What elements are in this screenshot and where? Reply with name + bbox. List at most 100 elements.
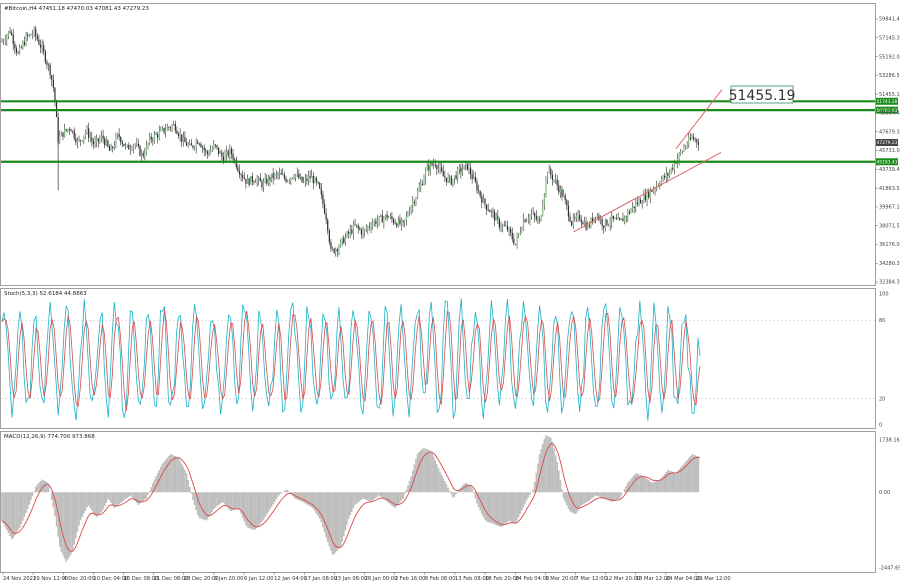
macd-histogram-bar	[541, 443, 544, 493]
macd-histogram-bar	[533, 482, 536, 493]
price-candle	[108, 146, 111, 151]
price-candle	[535, 216, 537, 220]
macd-histogram-bar	[577, 492, 579, 511]
price-candle	[250, 176, 252, 185]
price-candle	[648, 191, 650, 198]
macd-histogram-bar	[423, 448, 425, 493]
price-candle	[477, 190, 480, 192]
price-y-tick-label: 36176.00	[879, 242, 900, 248]
macd-histogram-bar	[323, 492, 326, 533]
price-candle	[494, 212, 496, 221]
price-y-tick-label: 38071.59	[879, 223, 900, 229]
price-candle	[601, 218, 603, 226]
macd-histogram-bar	[549, 437, 552, 493]
macd-histogram-bar	[578, 492, 581, 509]
macd-histogram-bar	[375, 492, 377, 498]
macd-histogram-bar	[543, 438, 546, 493]
macd-histogram-bar	[450, 492, 453, 495]
price-candle	[100, 135, 103, 139]
macd-histogram-bar	[495, 492, 498, 526]
price-candle	[367, 226, 369, 230]
macd-histogram-bar	[119, 492, 122, 504]
macd-histogram-bar	[172, 455, 175, 493]
macd-histogram-bar	[17, 492, 19, 531]
macd-histogram-bar	[39, 481, 42, 493]
price-candle	[571, 221, 573, 225]
price-candle	[213, 144, 215, 149]
macd-histogram-bar	[455, 492, 457, 495]
price-candle	[612, 215, 614, 219]
macd-histogram-bar	[307, 492, 310, 506]
current-price-bg	[876, 139, 898, 147]
macd-histogram-bar	[506, 492, 509, 523]
macd-histogram-bar	[275, 492, 278, 500]
macd-histogram-bar	[208, 492, 210, 518]
price-candle	[558, 185, 560, 193]
price-candle	[447, 176, 449, 182]
price-candle	[118, 133, 120, 138]
macd-histogram-bar	[164, 459, 167, 493]
price-candle	[176, 130, 178, 134]
price-candle	[235, 159, 237, 168]
macd-histogram-bar	[647, 480, 650, 493]
macd-histogram-bar	[179, 460, 181, 493]
price-candle	[165, 130, 167, 133]
macd-histogram-bar	[225, 492, 228, 507]
macd-histogram-bar	[397, 492, 400, 505]
price-candle	[25, 34, 27, 45]
macd-histogram-bar	[41, 479, 43, 493]
price-candle	[471, 174, 473, 179]
price-candle	[295, 174, 297, 178]
macd-histogram-bar	[440, 474, 443, 493]
macd-histogram-bar	[468, 484, 470, 493]
macd-histogram-bar	[229, 492, 231, 511]
price-candle	[376, 220, 379, 225]
macd-histogram-bar	[264, 492, 266, 518]
price-candle	[256, 179, 258, 183]
macd-histogram-bar	[407, 485, 409, 493]
macd-histogram-bar	[428, 449, 430, 493]
macd-histogram-bar	[359, 492, 361, 502]
macd-histogram-bar	[357, 492, 360, 503]
x-tick-label: 24 Feb 04:00	[515, 576, 549, 582]
macd-histogram-bar	[466, 483, 469, 493]
price-candle	[678, 153, 680, 159]
macd-histogram-bar	[265, 492, 268, 515]
price-candle	[253, 181, 255, 183]
price-candle	[97, 138, 99, 142]
price-candle	[479, 190, 481, 197]
price-candle	[463, 165, 465, 170]
price-candle	[413, 201, 415, 203]
macd-histogram-bar	[561, 489, 563, 493]
price-candle	[474, 176, 476, 182]
stoch-y-tick-label: 0	[879, 423, 882, 429]
price-candle	[131, 148, 133, 150]
price-candle	[216, 145, 218, 148]
macd-histogram-bar	[46, 482, 48, 493]
macd-histogram-bar	[379, 492, 382, 497]
price-candle	[147, 143, 149, 145]
macd-histogram-bar	[408, 480, 411, 493]
price-candle	[51, 75, 53, 80]
price-candle	[615, 218, 618, 220]
price-candle	[497, 215, 499, 220]
macd-histogram-bar	[384, 492, 387, 501]
price-candle	[258, 177, 260, 180]
price-candle	[171, 125, 173, 129]
price-candle	[627, 211, 629, 218]
macd-histogram-bar	[33, 491, 35, 493]
price-candle	[311, 175, 313, 178]
price-candle	[664, 175, 666, 178]
price-candle	[153, 134, 156, 141]
macd-histogram-bar	[604, 492, 607, 500]
price-candle	[33, 28, 35, 35]
macd-histogram-bar	[602, 492, 605, 499]
axes: 59841.45 57145.30 55192.00 53286.51 51455.19…	[2, 17, 900, 582]
stoch-signal-line	[1, 309, 701, 411]
x-tick-label: 8 Feb 08:00	[425, 576, 456, 582]
price-candle	[660, 179, 663, 185]
price-candle	[640, 199, 642, 204]
price-candle	[222, 156, 225, 162]
price-y-tick-label: 47679.38	[879, 129, 900, 135]
price-candle	[129, 149, 131, 150]
